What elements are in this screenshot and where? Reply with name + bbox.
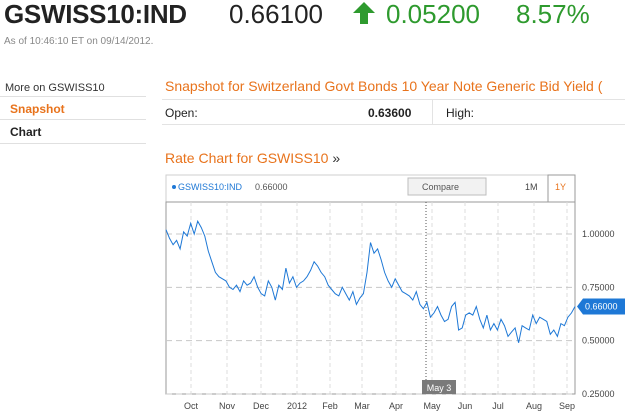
price-change: 0.05200: [386, 0, 480, 29]
x-tick-label: Oct: [184, 401, 199, 411]
x-tick-label: Jul: [492, 401, 504, 411]
x-tick-label: 2012: [287, 401, 307, 411]
more-arrow-icon: »: [332, 150, 341, 166]
open-label: Open:: [165, 106, 198, 120]
y-tick-label: 0.75000: [582, 282, 615, 292]
x-tick-label: Feb: [322, 401, 338, 411]
percent-change: 8.57%: [516, 0, 590, 29]
arrow-up-icon: [353, 2, 375, 24]
x-tick-label: Apr: [389, 401, 403, 411]
x-tick-label: May: [423, 401, 441, 411]
range-button-1y[interactable]: 1Y: [555, 182, 566, 192]
range-tab-1y[interactable]: [547, 174, 576, 202]
rate-chart-title-text[interactable]: Rate Chart for GSWISS10: [165, 150, 329, 166]
compare-button-label[interactable]: Compare: [422, 182, 459, 192]
nav-item-snapshot[interactable]: Snapshot: [0, 96, 146, 120]
x-tick-label: Jun: [458, 401, 473, 411]
x-tick-label: Nov: [219, 401, 236, 411]
crosshair-date-badge: [422, 380, 456, 394]
y-tick-label: 0.50000: [582, 336, 615, 346]
open-value: 0.63600: [368, 106, 412, 120]
snapshot-row: Open: 0.63600 High:: [162, 99, 625, 125]
range-button-1m[interactable]: 1M: [525, 182, 538, 192]
series-line-gswiss10: [165, 219, 576, 343]
ticker-symbol: GSWISS10:IND: [4, 0, 187, 29]
current-value-label: 0.66000: [585, 302, 618, 312]
current-value-tag: [577, 298, 625, 315]
legend-dot-icon: [172, 185, 176, 189]
nav-heading: More on GSWISS10: [5, 82, 105, 94]
legend-symbol: GSWISS10:IND: [178, 182, 243, 192]
x-tick-label: Mar: [354, 401, 370, 411]
left-nav: More on GSWISS10 Snapshot Chart: [0, 80, 146, 144]
rate-chart-title[interactable]: Rate Chart for GSWISS10»: [165, 150, 340, 166]
nav-item-chart[interactable]: Chart: [0, 120, 146, 144]
y-tick-label: 0.25000: [582, 389, 615, 399]
y-tick-label: 1.00000: [582, 229, 615, 239]
crosshair-date-label: May 3: [427, 383, 452, 393]
as-of-timestamp: As of 10:46:10 ET on 09/14/2012.: [4, 36, 154, 47]
snapshot-title: Snapshot for Switzerland Govt Bonds 10 Y…: [165, 78, 603, 94]
x-tick-label: Dec: [253, 401, 270, 411]
high-label: High:: [446, 106, 475, 120]
compare-button[interactable]: [407, 177, 487, 196]
last-price: 0.66100: [229, 0, 323, 29]
x-tick-label: Aug: [526, 401, 542, 411]
row-divider: [432, 100, 433, 124]
legend-value: 0.66000: [255, 182, 288, 192]
x-tick-label: Sep: [559, 401, 575, 411]
